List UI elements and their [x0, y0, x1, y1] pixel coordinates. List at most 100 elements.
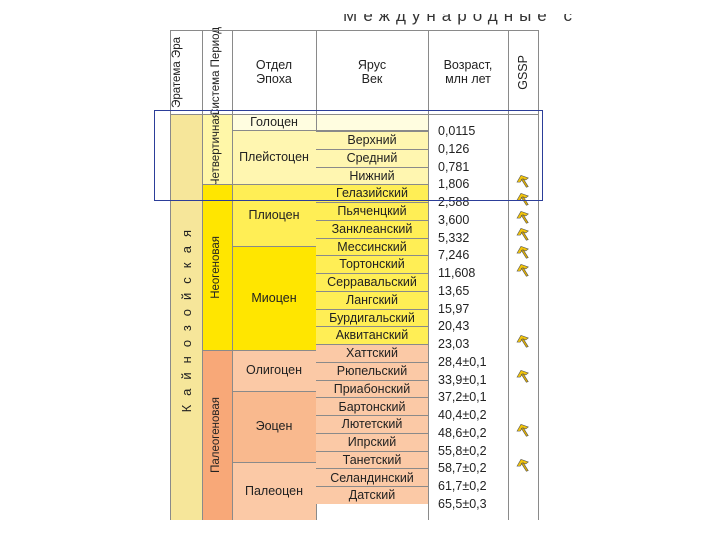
epoch-pliocene-label: Плиоцен — [248, 207, 300, 222]
age-value: 11,608 — [438, 266, 476, 281]
system-neogene-label: Неогеновая — [210, 235, 223, 299]
stage-cell: Аквитанский — [316, 326, 428, 345]
age-value: 7,246 — [438, 248, 470, 263]
stage-cell: Верхний — [316, 131, 428, 149]
stage-label: Датский — [348, 488, 396, 503]
age-value: 55,8±0,2 — [438, 443, 487, 458]
golden-spike-icon — [516, 263, 529, 277]
epoch-miocene: Миоцен — [232, 246, 316, 350]
epoch-eocene: Эоцен — [232, 391, 316, 462]
geologic-time-scale: Эратема Эра Система Период Отдел Эпоха Я… — [170, 27, 543, 520]
age-value: 37,2±0,1 — [438, 390, 487, 405]
stage-cell: Пьяченцкий — [316, 202, 428, 220]
stage-cell: Датский — [316, 486, 428, 504]
stage-label: Мессинский — [337, 239, 407, 254]
age-value: 0,781 — [438, 159, 470, 174]
system-neogene: Неогеновая — [202, 184, 232, 350]
stage-label: Тортонский — [339, 257, 405, 272]
stage-label: Селандинский — [330, 470, 414, 485]
epoch-miocene-label: Миоцен — [251, 290, 297, 305]
stage-label: Танетский — [342, 452, 402, 467]
stage-label: Бурдигальский — [329, 310, 415, 325]
age-value: 5,332 — [438, 230, 470, 245]
age-value: 0,0115 — [438, 124, 476, 138]
stage-cell: Ипрский — [316, 432, 428, 451]
stage-cell: Гелазийский — [316, 184, 428, 203]
epoch-eocene-label: Эоцен — [255, 419, 293, 434]
golden-spike-icon — [516, 210, 529, 224]
header-eratema-label: Эратема Эра — [171, 36, 184, 108]
header-otdel-label: Отдел Эпоха — [255, 57, 293, 86]
stage-cell: Лютетский — [316, 415, 428, 433]
golden-spike-icon — [516, 334, 529, 348]
header-vozrast: Возраст, млн лет — [428, 30, 508, 114]
system-quaternary: Четвертичная — [202, 112, 232, 186]
stage-label: Нижний — [349, 168, 395, 183]
header-yarus-label: Ярус Век — [357, 57, 387, 86]
stage-label: Верхний — [347, 133, 397, 148]
golden-spike-icon — [516, 370, 529, 383]
golden-spike-icon — [516, 459, 529, 472]
stage-cell: Танетский — [316, 450, 428, 469]
stage-cell: Бартонский — [316, 397, 428, 416]
stage-label: Серравальский — [327, 275, 417, 290]
ages-column — [428, 114, 508, 520]
stage-cell: Тортонский — [316, 255, 428, 274]
header-otdel: Отдел Эпоха — [232, 30, 316, 114]
header-gssp-label: GSSP — [515, 54, 530, 90]
stage-label: Аквитанский — [335, 328, 409, 343]
header-yarus: Ярус Век — [316, 30, 428, 114]
age-value: 2,588 — [438, 195, 470, 210]
age-value: 20,43 — [438, 319, 470, 334]
epoch-pliocene: Плиоцен — [232, 184, 316, 246]
age-value: 0,126 — [438, 141, 470, 156]
age-value: 33,9±0,1 — [438, 372, 487, 387]
stage-label: Гелазийский — [336, 186, 408, 201]
age-value: 65,5±0,3 — [438, 496, 487, 511]
page-title: Международные с — [343, 6, 578, 25]
stage-cell: Хаттский — [316, 344, 428, 362]
stage-cell: Приабонский — [316, 379, 428, 398]
stage-cell: Селандинский — [316, 468, 428, 487]
golden-spike-icon — [516, 228, 529, 241]
stage-holocene-blank — [316, 114, 428, 130]
stage-label: Хаттский — [345, 346, 398, 361]
era-label: Кайнозойская — [178, 221, 194, 413]
stage-cell: Занклеанский — [316, 219, 428, 238]
epoch-oligocene: Олигоцен — [232, 350, 316, 391]
epoch-oligocene-label: Олигоцен — [246, 363, 302, 378]
stage-label: Ипрский — [347, 435, 397, 450]
stage-label: Лангский — [345, 292, 399, 307]
stage-cell: Серравальский — [316, 273, 428, 291]
age-value: 23,03 — [438, 337, 470, 352]
epoch-holocene: Голоцен — [232, 114, 316, 130]
age-value: 15,97 — [438, 301, 470, 316]
stage-label: Пьяченцкий — [337, 204, 407, 219]
stage-cell: Бурдигальский — [316, 308, 428, 327]
quaternary-highlight-frame — [154, 110, 543, 201]
header-sistema-label: Система Период — [210, 27, 223, 117]
system-paleogene: Палеогеновая — [202, 350, 232, 520]
epoch-paleocene: Палеоцен — [232, 462, 316, 520]
stage-cell: Лангский — [316, 290, 428, 309]
stage-label: Рюпельский — [336, 364, 408, 378]
golden-spike-icon — [516, 423, 529, 437]
header-vozrast-label: Возраст, млн лет — [443, 57, 493, 86]
age-value: 13,65 — [438, 283, 470, 298]
stage-label: Бартонский — [338, 399, 406, 414]
stage-cell: Средний — [316, 148, 428, 167]
stage-label: Занклеанский — [331, 221, 413, 236]
age-value: 1,806 — [438, 177, 470, 192]
system-paleogene-label: Палеогеновая — [210, 397, 223, 473]
stage-label: Лютетский — [341, 417, 403, 432]
age-value: 3,600 — [438, 212, 470, 227]
stage-label: Средний — [346, 150, 398, 165]
epoch-paleocene-label: Палеоцен — [244, 483, 303, 498]
golden-spike-icon — [516, 246, 529, 259]
stage-cell: Рюпельский — [316, 361, 428, 380]
epoch-pleistocene: Плейстоцен — [232, 130, 316, 184]
epoch-pleistocene-label: Плейстоцен — [239, 149, 309, 164]
stage-cell: Нижний — [316, 166, 428, 185]
age-value: 61,7±0,2 — [438, 479, 487, 494]
header-eratema: Эратема Эра — [170, 30, 186, 114]
